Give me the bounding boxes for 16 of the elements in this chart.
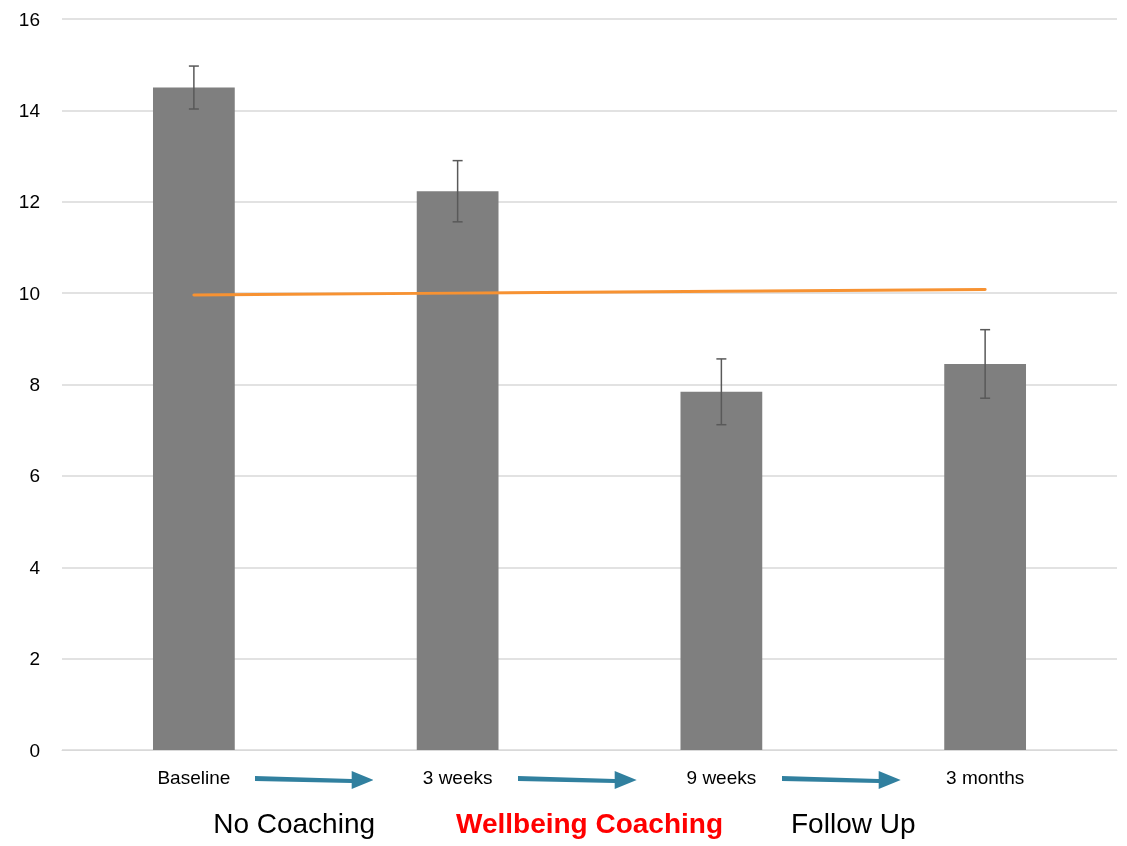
text: No Coaching bbox=[213, 808, 376, 840]
x-tick-label: 9 weeks bbox=[686, 767, 757, 788]
y-tick-label: 8 bbox=[29, 374, 40, 395]
y-tick-label: 14 bbox=[18, 99, 41, 121]
text: Follow Up bbox=[791, 808, 916, 840]
y-tick-label: 10 bbox=[18, 282, 40, 304]
x-tick-label: 3 weeks bbox=[422, 767, 493, 788]
y-tick-label: 16 bbox=[18, 8, 40, 30]
y-tick-label: 4 bbox=[29, 556, 41, 578]
x-tick-label: Baseline bbox=[157, 767, 231, 788]
y-tick-label: 6 bbox=[29, 465, 40, 487]
x-tick-label: 3 months bbox=[946, 767, 1025, 788]
y-tick-label: 12 bbox=[18, 191, 40, 213]
y-tick-label: 2 bbox=[29, 648, 40, 670]
text: Wellbeing Coaching bbox=[455, 808, 724, 840]
y-tick-label: 0 bbox=[29, 739, 40, 761]
